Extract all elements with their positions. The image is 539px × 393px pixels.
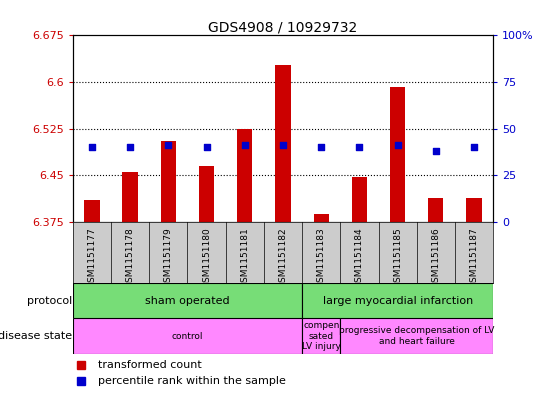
Bar — [73, 318, 302, 354]
Bar — [302, 283, 493, 318]
Text: GSM1151183: GSM1151183 — [317, 227, 326, 288]
Bar — [161, 141, 176, 222]
Bar — [428, 198, 444, 222]
Bar — [314, 214, 329, 222]
Bar — [84, 200, 100, 222]
Bar — [352, 177, 367, 222]
Bar — [340, 318, 493, 354]
Point — [240, 141, 249, 148]
Point — [432, 148, 440, 154]
Text: GSM1151187: GSM1151187 — [469, 227, 479, 288]
Text: GSM1151182: GSM1151182 — [279, 227, 287, 288]
Text: GSM1151177: GSM1151177 — [87, 227, 96, 288]
Title: GDS4908 / 10929732: GDS4908 / 10929732 — [209, 20, 357, 34]
Text: progressive decompensation of LV
and heart failure: progressive decompensation of LV and hea… — [339, 326, 494, 346]
Text: control: control — [172, 332, 203, 340]
Point — [317, 144, 326, 151]
Bar — [302, 318, 340, 354]
Text: sham operated: sham operated — [145, 296, 230, 306]
Point — [393, 141, 402, 148]
Point — [470, 144, 479, 151]
Text: GSM1151181: GSM1151181 — [240, 227, 249, 288]
Point — [202, 144, 211, 151]
Text: GSM1151179: GSM1151179 — [164, 227, 173, 288]
Text: GSM1151180: GSM1151180 — [202, 227, 211, 288]
Text: transformed count: transformed count — [98, 360, 202, 371]
Point — [279, 141, 287, 148]
Text: large myocardial infarction: large myocardial infarction — [322, 296, 473, 306]
Bar — [237, 129, 252, 222]
Point — [87, 144, 96, 151]
Point — [164, 141, 172, 148]
Text: GSM1151178: GSM1151178 — [126, 227, 135, 288]
Text: protocol: protocol — [27, 296, 72, 306]
Point — [126, 144, 134, 151]
Point — [355, 144, 364, 151]
Text: compen
sated
LV injury: compen sated LV injury — [302, 321, 341, 351]
Text: GSM1151184: GSM1151184 — [355, 227, 364, 288]
Bar — [199, 166, 214, 222]
Bar — [275, 64, 291, 222]
Text: GSM1151186: GSM1151186 — [431, 227, 440, 288]
Text: percentile rank within the sample: percentile rank within the sample — [98, 376, 286, 386]
Text: disease state: disease state — [0, 331, 72, 341]
Bar — [390, 87, 405, 222]
Bar — [73, 283, 302, 318]
Text: GSM1151185: GSM1151185 — [393, 227, 402, 288]
Bar — [466, 198, 482, 222]
Bar — [122, 172, 138, 222]
